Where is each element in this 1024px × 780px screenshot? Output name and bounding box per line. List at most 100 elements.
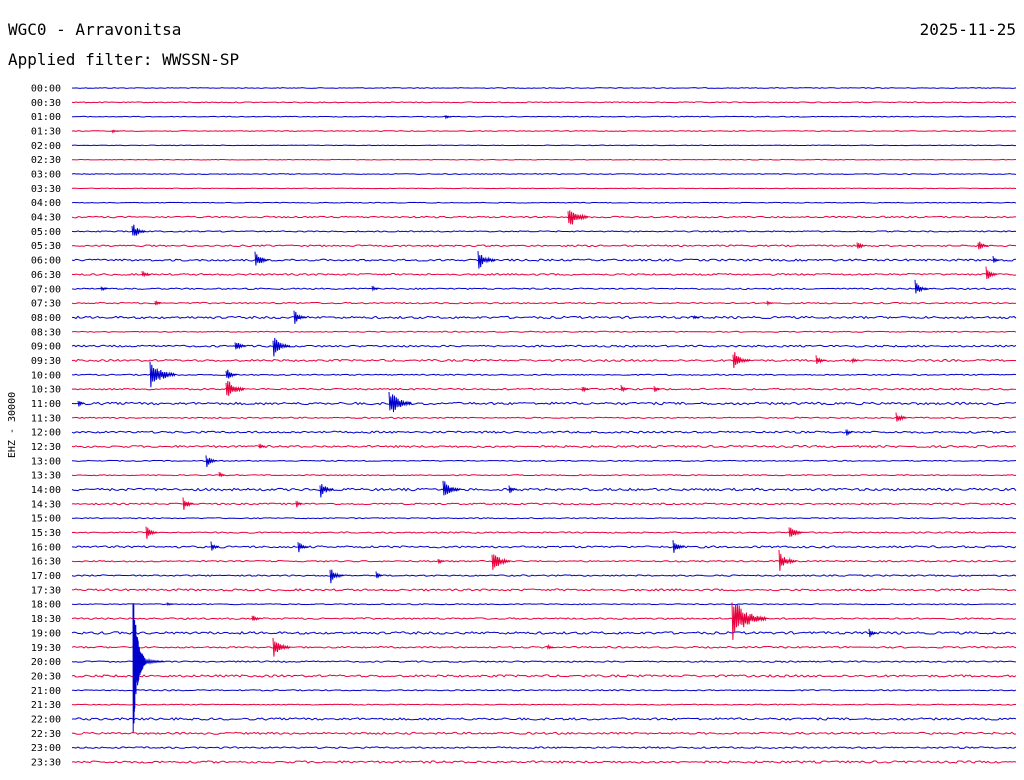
trace-line-0730	[71, 301, 1017, 305]
trace-line-0000	[71, 87, 1017, 89]
trace-line-0500	[71, 230, 1017, 233]
time-label-1830: 18:30	[31, 614, 61, 625]
trace-line-0530	[71, 244, 1017, 248]
event-burst	[581, 386, 589, 393]
event-burst	[653, 386, 661, 392]
event-burst	[295, 500, 303, 508]
time-labels: 00:00 00:30 01:00 01:30 02:00 02:30 03:00 03:30…	[31, 84, 61, 769]
event-burst	[815, 355, 827, 364]
event-burst	[371, 285, 379, 292]
time-label-0300: 03:00	[31, 170, 61, 181]
event-burst	[293, 310, 307, 324]
time-label-0030: 00:30	[31, 98, 61, 109]
trace-line-1600	[71, 545, 1017, 549]
trace-line-0430	[71, 215, 1017, 219]
time-label-1400: 14:00	[31, 485, 61, 496]
trace-line-1000	[71, 373, 1017, 376]
event-burst	[868, 628, 878, 638]
trace-line-0600	[71, 258, 1017, 262]
trace-line-0400	[71, 201, 1017, 204]
event-burst	[77, 400, 85, 407]
time-label-0100: 01:00	[31, 112, 61, 123]
time-label-0500: 05:00	[31, 227, 61, 238]
time-label-2300: 23:00	[31, 743, 61, 754]
trace-line-1230	[71, 444, 1017, 449]
trace-line-2100	[71, 689, 1017, 692]
time-label-0900: 09:00	[31, 342, 61, 353]
time-label-0630: 06:30	[31, 270, 61, 281]
time-label-0830: 08:30	[31, 327, 61, 338]
event-burst	[258, 443, 266, 449]
trace-line-1730	[71, 588, 1017, 592]
event-burst	[111, 129, 119, 134]
time-label-0600: 06:00	[31, 256, 61, 267]
time-label-1900: 19:00	[31, 628, 61, 639]
time-label-0400: 04:00	[31, 198, 61, 209]
time-label-0730: 07:30	[31, 299, 61, 310]
trace-line-2130	[71, 703, 1017, 706]
time-label-0130: 01:30	[31, 127, 61, 138]
time-label-2200: 22:00	[31, 714, 61, 725]
time-label-1630: 16:30	[31, 557, 61, 568]
event-burst	[141, 270, 151, 278]
event-burst	[149, 361, 176, 388]
time-label-0200: 02:00	[31, 141, 61, 152]
time-label-1330: 13:30	[31, 471, 61, 482]
trace-line-1130	[71, 416, 1017, 419]
time-label-1100: 11:00	[31, 399, 61, 410]
trace-line-1630	[71, 559, 1017, 563]
time-label-0430: 04:30	[31, 213, 61, 224]
time-label-1230: 12:30	[31, 442, 61, 453]
trace-line-1330	[71, 474, 1017, 477]
event-burst	[672, 540, 685, 553]
event-burst	[914, 279, 928, 294]
time-label-1800: 18:00	[31, 600, 61, 611]
event-burst	[845, 429, 853, 436]
time-label-0930: 09:30	[31, 356, 61, 367]
time-label-2130: 21:30	[31, 700, 61, 711]
event-burst	[251, 615, 261, 622]
time-label-1730: 17:30	[31, 585, 61, 596]
time-label-1930: 19:30	[31, 643, 61, 654]
event-burst	[546, 643, 554, 651]
time-label-2330: 23:30	[31, 757, 61, 768]
trace-line-2200	[71, 717, 1017, 721]
trace-line-1200	[71, 430, 1017, 434]
trace-line-1700	[71, 574, 1017, 577]
event-burst	[205, 455, 218, 467]
time-label-1700: 17:00	[31, 571, 61, 582]
trace-line-1800	[71, 603, 1017, 606]
event-burst	[225, 369, 238, 379]
event-burst	[778, 549, 797, 571]
trace-line-2030	[71, 674, 1017, 678]
event-burst	[977, 241, 989, 250]
event-burst	[620, 385, 628, 393]
trace-line-0030	[71, 101, 1017, 104]
trace-line-0200	[71, 144, 1017, 147]
trace-line-2330	[71, 760, 1017, 764]
trace-line-0630	[71, 272, 1017, 276]
trace-line-2230	[71, 731, 1017, 735]
trace-line-0100	[71, 115, 1017, 118]
event-burst	[166, 602, 174, 607]
event-burst	[297, 542, 309, 553]
time-label-1500: 15:00	[31, 514, 61, 525]
event-burst	[856, 242, 866, 249]
event-burst	[567, 210, 589, 225]
event-burst	[210, 541, 220, 551]
event-burst	[272, 637, 291, 657]
trace-line-0130	[71, 130, 1017, 132]
trace-line-0800	[71, 315, 1017, 320]
time-label-1430: 14:30	[31, 499, 61, 510]
filter-label: Applied filter: WWSSN-SP	[8, 50, 240, 69]
event-burst	[788, 527, 803, 537]
trace-line-2000	[71, 660, 1017, 663]
time-label-2030: 20:30	[31, 671, 61, 682]
trace-line-1100	[71, 401, 1017, 406]
trace-line-0900	[71, 344, 1017, 348]
trace-line-1030	[71, 387, 1017, 391]
trace-line-0330	[71, 187, 1017, 190]
large-event-burst	[132, 604, 165, 733]
